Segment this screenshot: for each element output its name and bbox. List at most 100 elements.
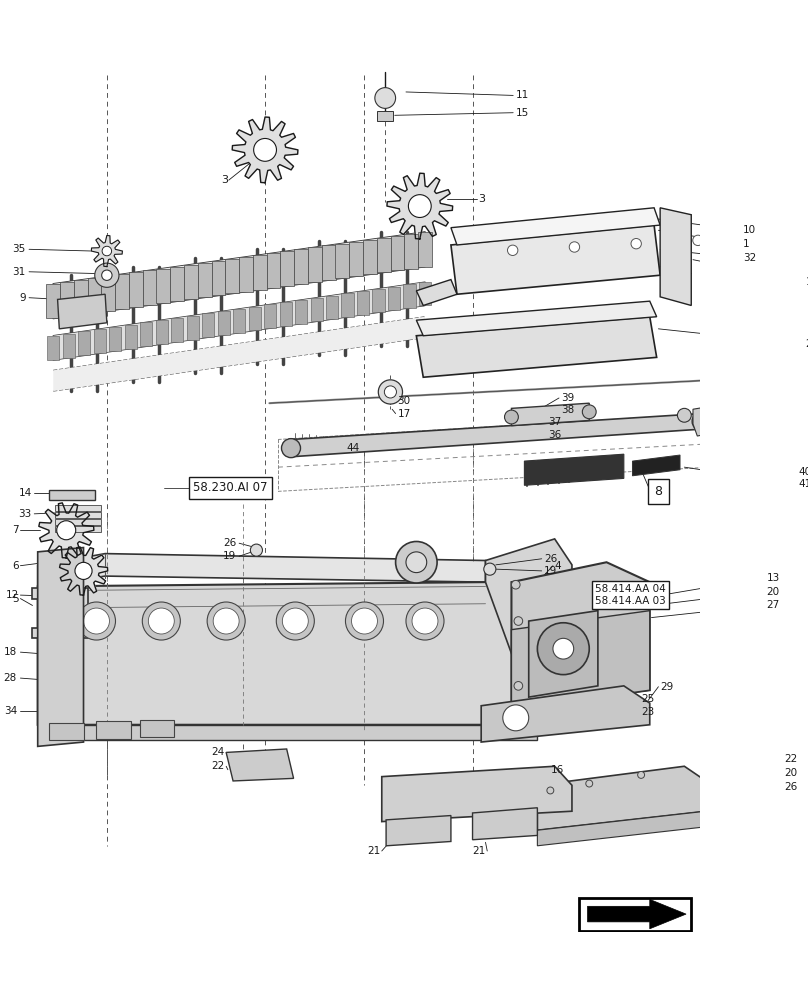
Polygon shape: [49, 490, 95, 500]
Text: 58.414.AA 04
58.414.AA 03: 58.414.AA 04 58.414.AA 03: [595, 584, 666, 606]
Circle shape: [408, 195, 431, 217]
Text: 40: 40: [798, 467, 808, 477]
Circle shape: [507, 245, 518, 255]
Circle shape: [631, 238, 642, 249]
Text: 17: 17: [398, 409, 410, 419]
Polygon shape: [74, 280, 88, 315]
Polygon shape: [57, 294, 107, 329]
Polygon shape: [363, 240, 377, 274]
Text: 58.230.AI 07: 58.230.AI 07: [193, 481, 267, 494]
Circle shape: [511, 580, 520, 589]
Polygon shape: [63, 334, 75, 358]
Polygon shape: [264, 304, 276, 328]
Polygon shape: [486, 539, 572, 725]
Circle shape: [282, 608, 309, 634]
Text: 25: 25: [641, 694, 654, 704]
Circle shape: [484, 563, 496, 575]
Text: 20: 20: [784, 768, 797, 778]
Polygon shape: [660, 208, 692, 305]
Text: 33: 33: [19, 509, 32, 519]
Polygon shape: [291, 414, 701, 457]
Text: 41: 41: [798, 479, 808, 489]
Polygon shape: [357, 291, 369, 315]
Text: 1: 1: [806, 277, 808, 287]
Polygon shape: [38, 582, 537, 725]
Polygon shape: [55, 526, 101, 532]
Circle shape: [213, 608, 239, 634]
Circle shape: [254, 138, 276, 161]
Polygon shape: [335, 244, 349, 278]
Circle shape: [102, 270, 112, 280]
Polygon shape: [116, 274, 129, 309]
Polygon shape: [473, 808, 537, 840]
Polygon shape: [377, 238, 390, 272]
Polygon shape: [295, 300, 307, 324]
Circle shape: [102, 246, 112, 256]
Text: 5: 5: [12, 594, 19, 604]
Polygon shape: [140, 720, 175, 737]
Circle shape: [396, 541, 437, 583]
Circle shape: [83, 608, 109, 634]
Circle shape: [406, 552, 427, 573]
Polygon shape: [633, 455, 680, 476]
Text: 24: 24: [211, 747, 225, 757]
Polygon shape: [418, 232, 432, 267]
Polygon shape: [157, 269, 170, 303]
Circle shape: [586, 780, 593, 787]
Text: 21: 21: [367, 846, 380, 856]
Polygon shape: [49, 723, 83, 740]
Text: 43: 43: [807, 443, 808, 453]
Circle shape: [553, 638, 574, 659]
Text: 39: 39: [562, 393, 574, 403]
Polygon shape: [32, 588, 88, 638]
Polygon shape: [87, 278, 102, 313]
Circle shape: [697, 414, 706, 422]
Text: 22: 22: [784, 754, 797, 764]
Text: 4: 4: [554, 561, 562, 571]
Polygon shape: [60, 282, 74, 317]
Circle shape: [503, 705, 528, 731]
Text: 15: 15: [516, 108, 529, 118]
Text: 3: 3: [478, 194, 486, 204]
Polygon shape: [38, 554, 486, 586]
Circle shape: [638, 771, 645, 778]
Polygon shape: [326, 296, 338, 319]
Polygon shape: [39, 503, 94, 558]
Polygon shape: [202, 313, 214, 337]
Text: 6: 6: [12, 561, 19, 571]
Text: 23: 23: [641, 707, 654, 717]
Text: 14: 14: [19, 488, 32, 498]
Polygon shape: [96, 721, 131, 739]
Polygon shape: [386, 816, 451, 846]
Circle shape: [276, 602, 314, 640]
Polygon shape: [419, 282, 431, 305]
Polygon shape: [511, 611, 650, 709]
Polygon shape: [451, 208, 660, 245]
Text: 8: 8: [654, 485, 663, 498]
Polygon shape: [53, 317, 425, 391]
Polygon shape: [280, 251, 294, 286]
Polygon shape: [187, 316, 199, 340]
Circle shape: [43, 650, 55, 662]
Circle shape: [570, 242, 579, 252]
Circle shape: [406, 602, 444, 640]
Polygon shape: [537, 811, 706, 846]
Circle shape: [41, 707, 57, 722]
Polygon shape: [403, 284, 415, 308]
Polygon shape: [416, 280, 457, 305]
Circle shape: [149, 608, 175, 634]
Circle shape: [250, 544, 263, 556]
Text: 36: 36: [548, 430, 561, 440]
Polygon shape: [239, 257, 253, 292]
Polygon shape: [55, 505, 101, 511]
Circle shape: [692, 412, 711, 431]
Polygon shape: [322, 245, 335, 280]
Polygon shape: [143, 270, 157, 305]
Circle shape: [755, 232, 765, 242]
Circle shape: [692, 235, 703, 246]
Text: 16: 16: [550, 765, 564, 775]
Circle shape: [70, 593, 84, 606]
Circle shape: [57, 521, 76, 540]
Polygon shape: [184, 265, 198, 299]
Polygon shape: [140, 322, 152, 346]
